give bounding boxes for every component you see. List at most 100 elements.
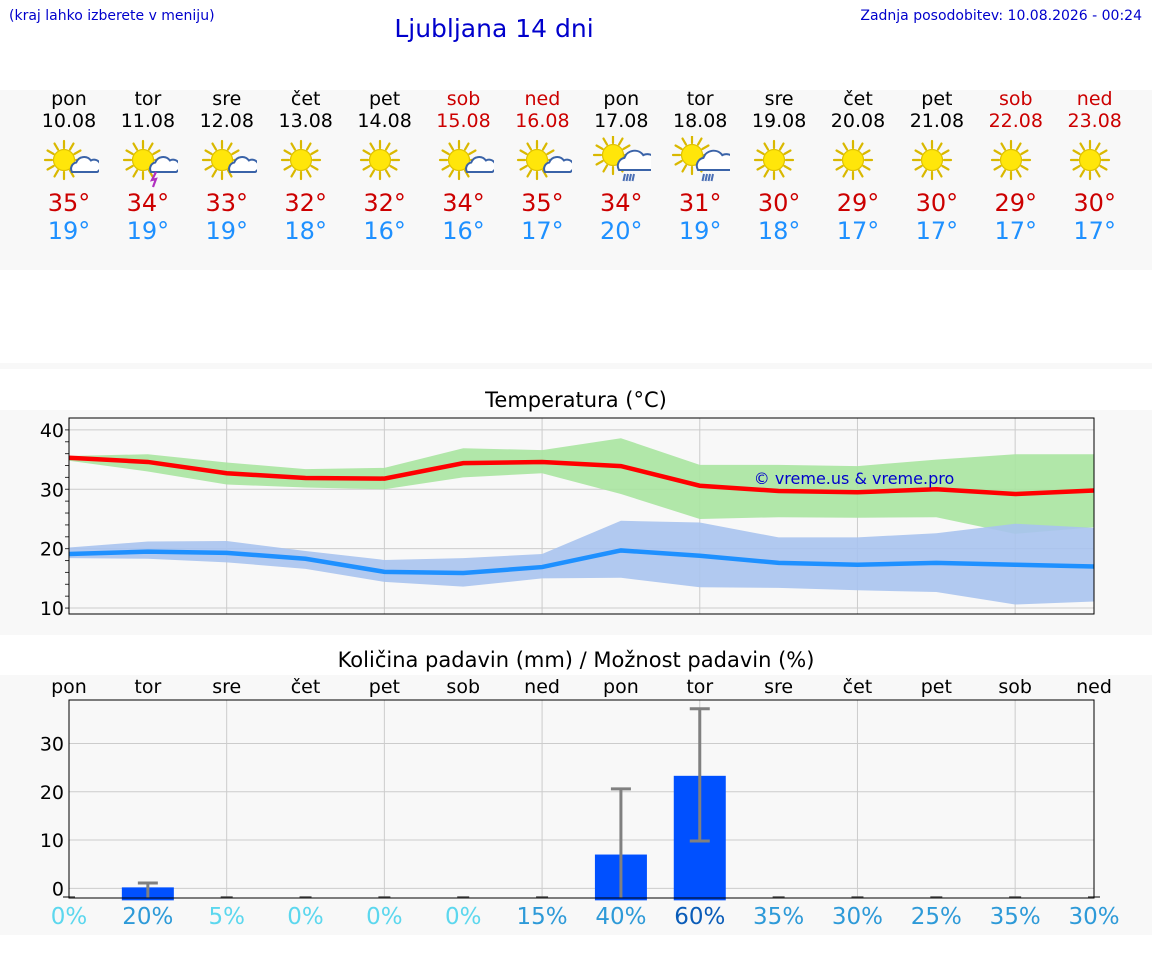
location-menu-note: (kraj lahko izberete v meniju) [9,8,215,24]
sun-cloud-icon [434,136,497,188]
day-date: 15.08 [436,110,491,132]
precipitation-probability: 15% [516,904,568,930]
day-column: ned 16.08 35° 17° [502,88,582,245]
day-name: pon [51,88,87,110]
max-temperature: 29° [836,189,880,217]
day-column: sre 12.08 33° 19° [187,88,267,245]
y-tick-label: 10 [40,598,64,620]
precip-day-label: pon [51,676,87,698]
sun-rain-icon [591,134,658,188]
precipitation-probability: 0% [444,904,482,930]
sun-icon [907,136,967,188]
min-temperature: 16° [442,217,485,245]
max-temperature: 30° [915,189,959,217]
day-date: 19.08 [751,110,807,132]
y-tick-label: 30 [40,733,64,755]
sun-icon [749,136,809,188]
sun-rain-icon [670,134,736,188]
min-temperature: 19° [205,217,249,245]
day-column: sob 22.08 29° 17° [976,88,1056,245]
precipitation-probability: 35% [989,904,1041,930]
day-name: pon [603,88,640,110]
sun-icon [986,136,1046,188]
day-date: 21.08 [909,110,965,132]
y-tick-label: 30 [40,479,64,501]
day-date: 17.08 [594,110,649,132]
max-temperature: 30° [757,189,801,217]
day-name: ned [524,88,561,110]
day-column: čet 13.08 32° 18° [266,88,346,245]
max-temperature: 35° [521,189,564,217]
min-temperature: 16° [363,217,406,245]
min-temperature: 17° [1073,217,1116,245]
day-column: sob 15.08 34° 16° [424,88,504,245]
y-tick-label: 40 [40,420,64,442]
min-temperature-line [68,548,1095,576]
day-column: ned 23.08 30° 17° [1055,88,1135,245]
day-date: 13.08 [278,110,333,132]
precip-day-label: sob [446,676,481,698]
min-temperature: 19° [47,217,91,245]
day-name: pet [368,88,401,110]
day-column: čet 20.08 29° 17° [818,88,898,245]
sun-icon [355,136,415,188]
max-temperature-range-band [69,438,1094,534]
sun-cloud-icon [197,136,260,188]
min-temperature: 17° [994,217,1038,245]
precip-day-label: ned [1076,676,1112,698]
sun-icon [1065,136,1125,188]
max-temperature: 34° [442,189,485,217]
day-name: tor [134,88,162,110]
day-date: 16.08 [515,110,570,132]
day-column: sre 19.08 30° 18° [739,88,819,245]
min-temperature: 18° [284,217,327,245]
precipitation-probability: 5% [208,904,245,930]
max-temperature: 32° [284,189,327,217]
precipitation-probability: 40% [595,904,647,930]
y-tick-label: 10 [40,830,64,852]
day-date: 20.08 [830,110,886,132]
precipitation-probability: 0% [287,904,324,930]
day-column: pon 10.08 35° 19° [29,88,109,245]
day-date: 12.08 [199,110,254,132]
precipitation-probability: 0% [50,904,88,930]
day-name: sre [212,88,242,110]
min-temperature: 17° [521,217,564,245]
max-temperature: 34° [126,189,170,217]
day-name: sre [764,88,794,110]
precipitation-probability: 20% [122,904,174,930]
max-temperature: 30° [1073,189,1116,217]
precip-day-label: čet [842,676,873,698]
min-temperature: 19° [678,217,722,245]
day-name: čet [843,88,873,110]
max-temperature: 32° [363,189,406,217]
last-update: Zadnja posodobitev: 10.08.2026 - 00:24 [860,8,1142,24]
day-name: sob [446,88,481,110]
day-column: pet 21.08 30° 17° [897,88,977,245]
precip-day-label: pet [368,676,400,698]
y-tick-label: 0 [52,878,64,900]
y-tick-label: 20 [40,782,64,804]
min-temperature: 19° [126,217,170,245]
y-tick-label: 20 [40,539,64,561]
day-column: pon 17.08 34° 20° [581,88,661,245]
min-temperature: 18° [757,217,801,245]
min-temperature: 17° [836,217,880,245]
max-temperature: 35° [47,189,91,217]
day-column: tor 11.08 34° 19° [108,88,188,245]
max-temperature: 31° [678,189,722,217]
day-date: 14.08 [357,110,412,132]
temperature-chart: 10 20 30 40 © vreme.us & vreme.pro [40,417,1095,620]
plot-frame [68,699,1095,899]
daily-forecast: pon 10.08 35° 19° tor 11.08 34° 19° sre 12.08 33° 1… [0,88,1152,258]
precip-day-label: pon [603,676,639,698]
sun-thunderstorm-icon [118,136,181,188]
watermark: © vreme.us & vreme.pro [754,469,955,488]
precipitation-probability: 35% [753,904,805,930]
precipitation-chart-bg [0,675,1152,935]
day-date: 22.08 [988,110,1043,132]
precip-day-label: ned [524,676,560,698]
separator [0,363,1152,369]
precipitation-probability: 30% [1068,904,1120,930]
